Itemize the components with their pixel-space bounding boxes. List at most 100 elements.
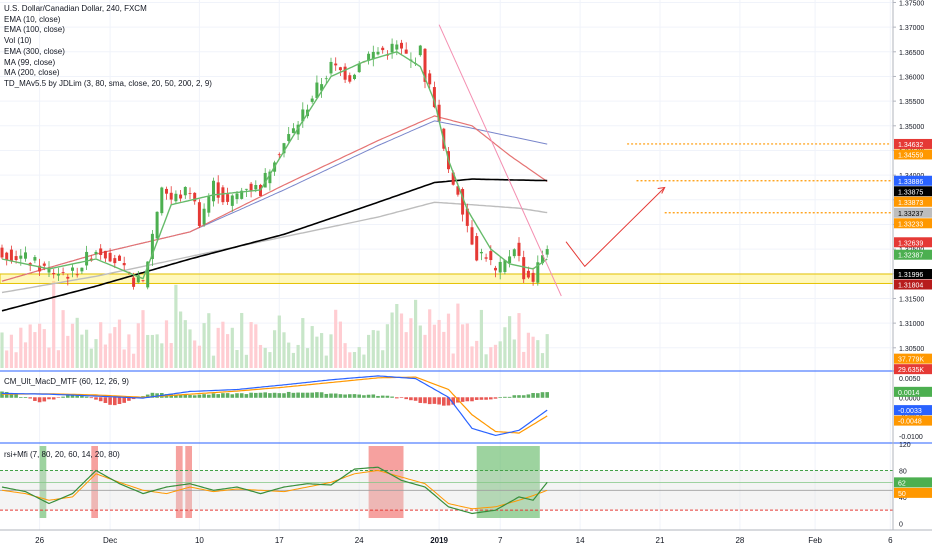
candle xyxy=(531,267,535,286)
macd-histogram-bar xyxy=(98,397,103,402)
rsi-tick-label: 80 xyxy=(899,468,907,475)
rsi-badge-label: 50 xyxy=(898,491,906,498)
price-badge-label: 1.33873 xyxy=(898,200,923,207)
candle xyxy=(484,253,488,262)
time-tick-label: 28 xyxy=(735,536,744,545)
ema10-line xyxy=(1,51,548,280)
candle-body xyxy=(437,104,441,122)
macd-histogram-bar xyxy=(19,397,23,398)
time-tick-label: 21 xyxy=(656,536,665,545)
price-badge xyxy=(894,353,932,364)
macd-histogram-bar xyxy=(395,397,399,399)
volume-bar xyxy=(75,317,79,368)
projection-arrowhead xyxy=(657,186,666,194)
ma99-line xyxy=(1,115,548,282)
volume-bar xyxy=(517,313,521,368)
volume-bar xyxy=(479,309,483,368)
price-badge-label: 1.33237 xyxy=(898,211,923,218)
candle xyxy=(479,248,483,261)
price-badge xyxy=(894,186,932,197)
macd-histogram-bar xyxy=(427,397,432,405)
candle-body xyxy=(423,48,427,82)
candle-body xyxy=(183,186,187,196)
candle-body xyxy=(249,183,253,191)
candle-body xyxy=(418,45,422,56)
candle-body xyxy=(38,265,42,272)
time-tick-label: 10 xyxy=(195,536,204,545)
price-badge xyxy=(894,149,932,160)
volume-bar xyxy=(348,352,352,368)
macd-histogram-bar xyxy=(521,395,526,398)
volume-bar xyxy=(160,343,164,368)
candle-body xyxy=(221,187,225,203)
volume-bar xyxy=(146,334,150,368)
candle-body xyxy=(174,193,178,202)
candle-body xyxy=(324,78,328,80)
macd-histogram-bar xyxy=(460,397,465,402)
macd-histogram-bar xyxy=(84,396,89,398)
volume-bar xyxy=(103,344,107,368)
volume-bar xyxy=(268,352,272,368)
macd-histogram-bar xyxy=(352,394,357,398)
volume-bar xyxy=(42,329,46,368)
macd-histogram-bar xyxy=(493,397,498,399)
candle-body xyxy=(277,154,281,156)
volume-bar xyxy=(216,327,220,368)
candle-body xyxy=(338,67,342,71)
candle-body xyxy=(235,193,239,200)
candle-body xyxy=(24,252,27,259)
macd-histogram-bar xyxy=(178,394,183,398)
rsi-badge-label: 62 xyxy=(898,480,906,487)
volume-bar xyxy=(446,313,451,368)
price-tick-label: 1.31000 xyxy=(899,321,924,328)
candle-body xyxy=(371,51,375,60)
macd-histogram-bar xyxy=(442,397,446,406)
candle xyxy=(526,266,530,279)
candle xyxy=(202,203,206,227)
ma200-line xyxy=(1,201,548,294)
volume-bar xyxy=(244,354,248,368)
volume-bar xyxy=(442,331,446,368)
candle xyxy=(343,63,347,83)
macd-histogram-bar xyxy=(47,397,51,400)
volume-bar xyxy=(136,323,140,368)
volume-bar xyxy=(23,342,28,368)
candle-body xyxy=(94,251,98,255)
volume-bar xyxy=(132,353,136,368)
candle xyxy=(230,194,234,212)
candle xyxy=(475,232,479,262)
candle-body xyxy=(517,242,521,256)
volume-bar xyxy=(141,310,145,368)
candle-body xyxy=(479,251,483,254)
candle xyxy=(428,69,432,89)
legend-ema100: EMA (100, close) xyxy=(4,25,65,35)
volume-bar xyxy=(52,280,56,368)
candle xyxy=(160,186,164,216)
macd-histogram-bar xyxy=(324,393,329,398)
macd-histogram-bar xyxy=(202,394,206,398)
time-tick-label: 26 xyxy=(35,536,44,545)
macd-histogram-bar xyxy=(268,393,272,398)
rsi-badge xyxy=(894,477,932,488)
candle-body xyxy=(85,251,89,266)
macd-histogram-bar xyxy=(366,394,371,398)
candle-body xyxy=(113,258,117,264)
price-badge xyxy=(894,364,932,375)
volume-bar xyxy=(291,352,295,368)
price-tick-label: 1.35500 xyxy=(899,99,924,106)
candle xyxy=(498,256,502,280)
candle-body xyxy=(291,128,295,134)
candle xyxy=(212,177,215,207)
candle-body xyxy=(47,268,51,273)
volume-bar xyxy=(475,340,479,368)
candle-body xyxy=(202,208,206,225)
candle xyxy=(226,187,230,205)
macd-histogram-bar xyxy=(28,397,32,399)
candle-body xyxy=(301,109,305,122)
candle-body xyxy=(155,211,159,239)
macd-histogram-bar xyxy=(66,394,70,398)
candle-body xyxy=(541,255,544,264)
macd-histogram-bar xyxy=(343,394,347,398)
